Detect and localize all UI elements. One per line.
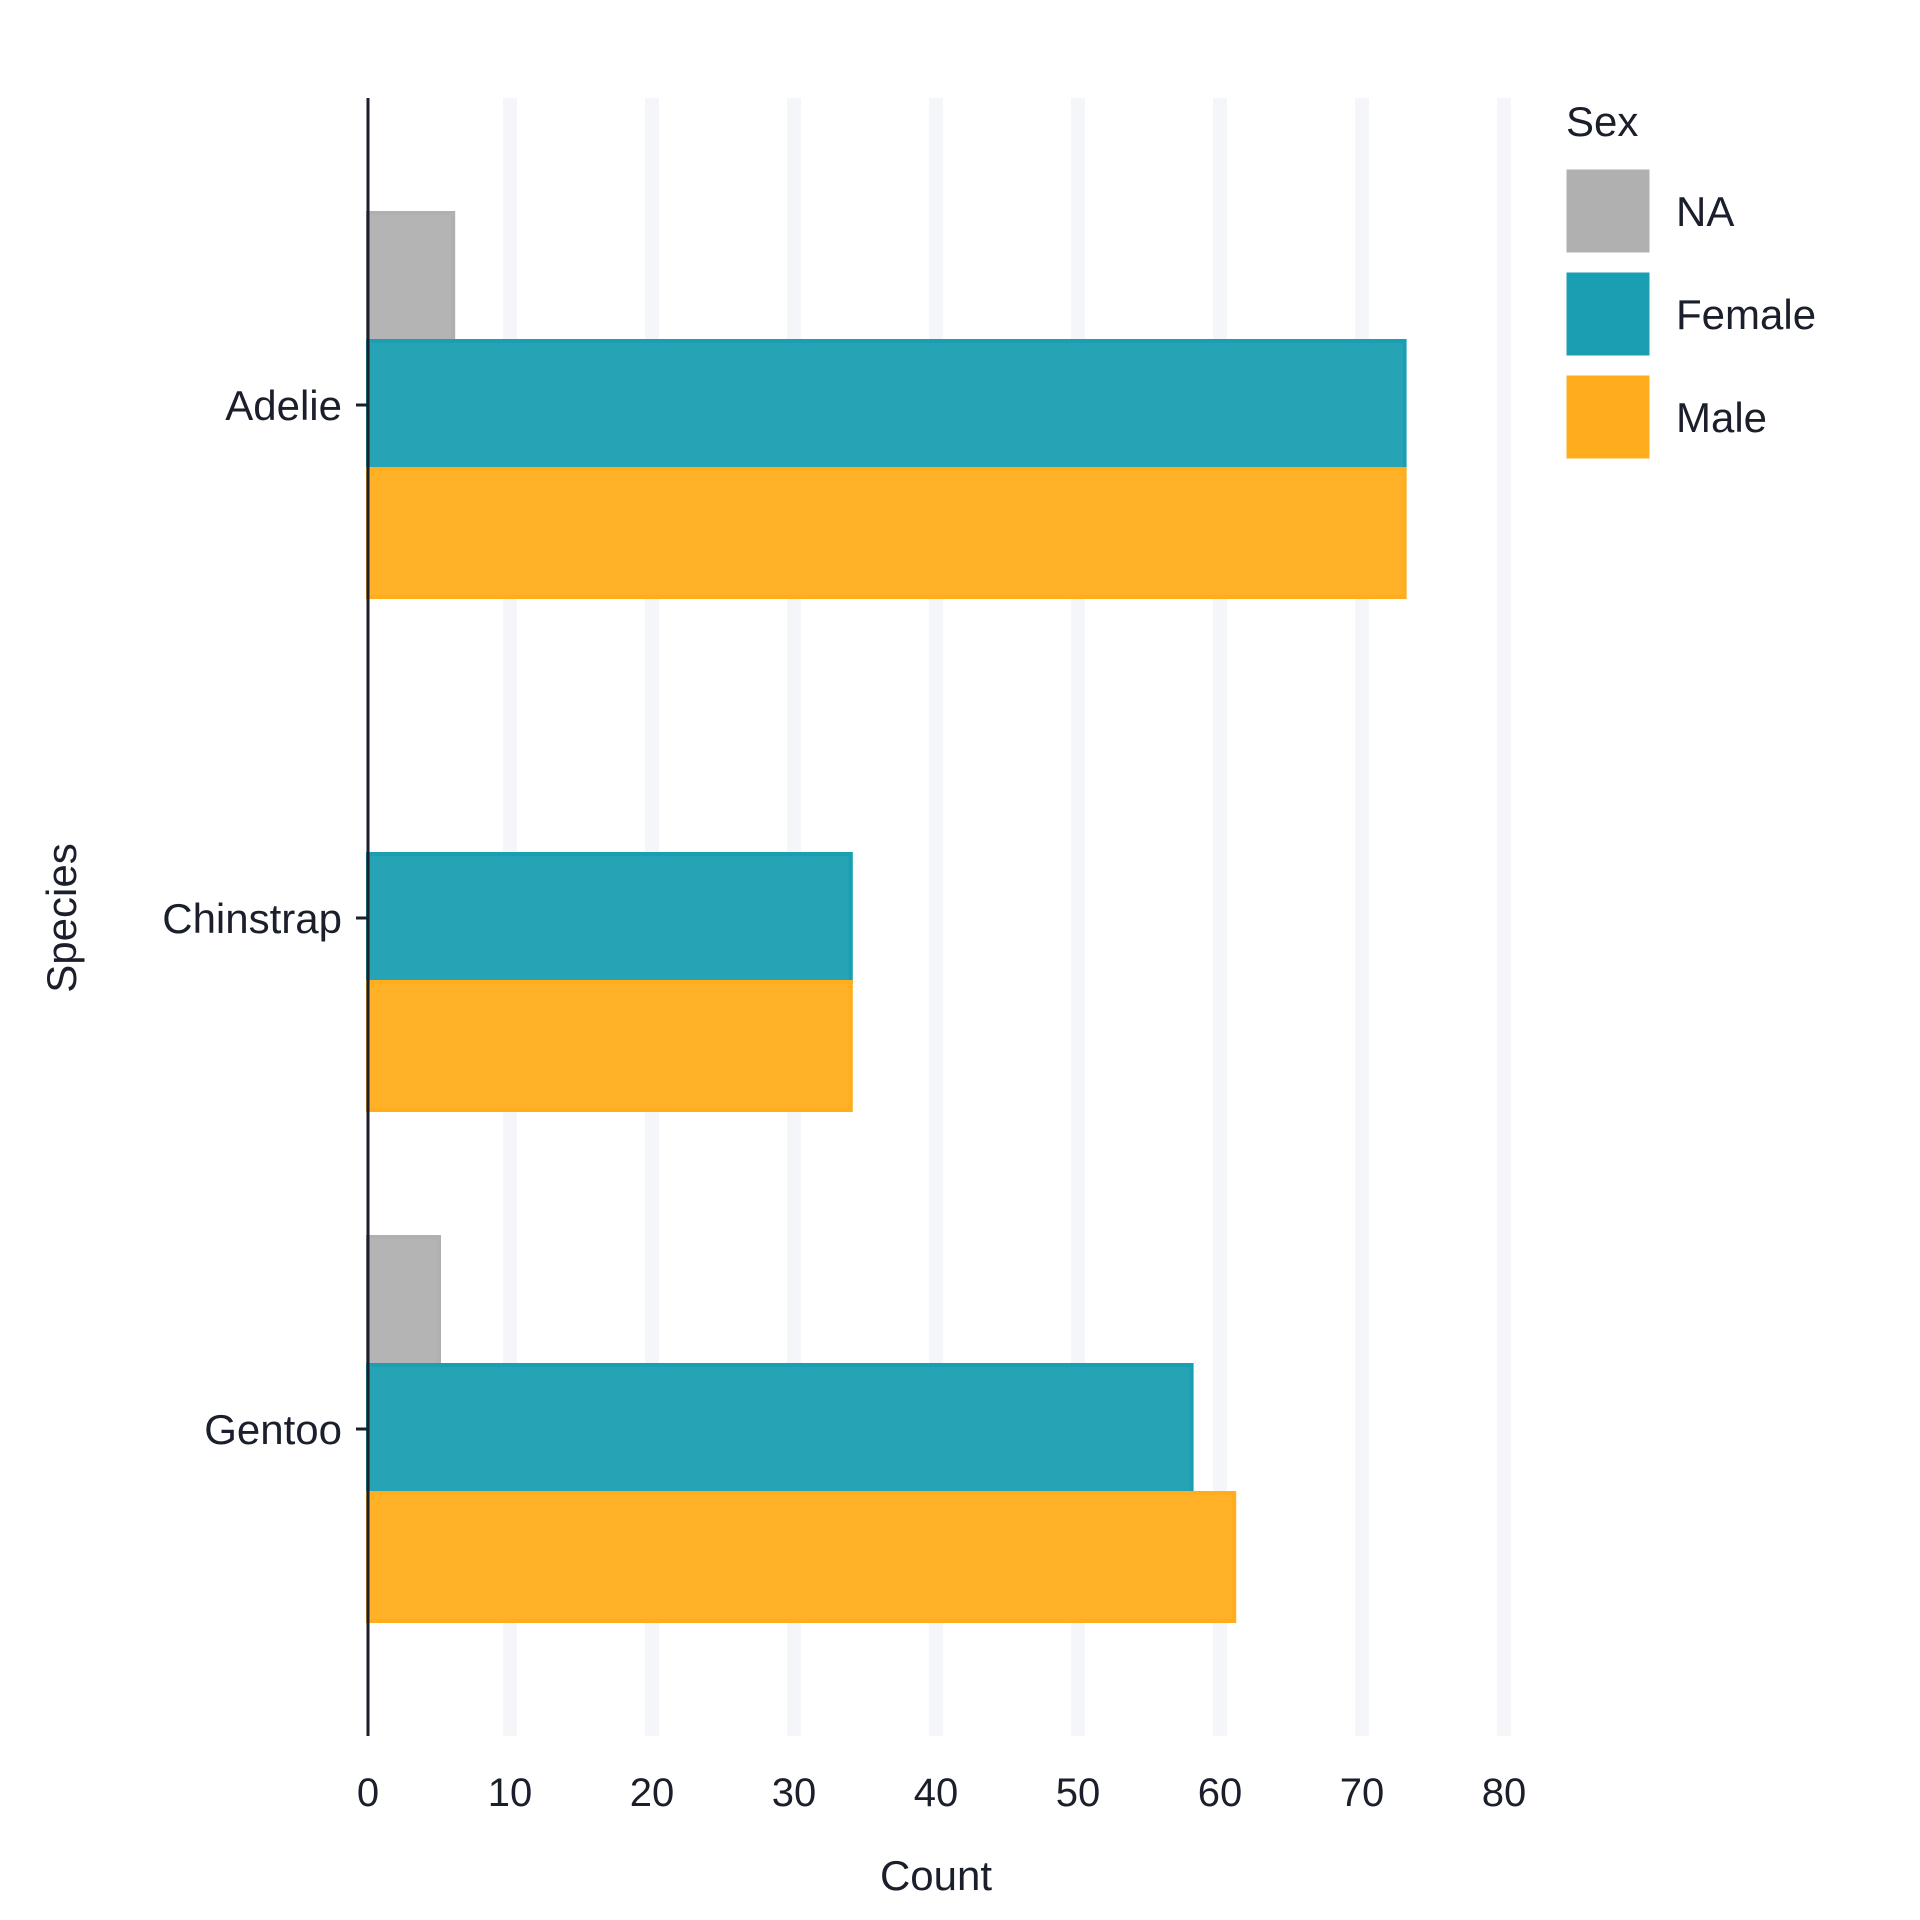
- x-tick-label-30: 30: [772, 1771, 817, 1815]
- legend-label-female: Female: [1676, 291, 1816, 338]
- legend-label-na: NA: [1676, 188, 1734, 235]
- bar-adelie-female: [366, 339, 1407, 471]
- x-tick-label-10: 10: [488, 1771, 533, 1815]
- y-tick-label-chinstrap: Chinstrap: [162, 895, 342, 942]
- x-tick-label-70: 70: [1340, 1771, 1385, 1815]
- legend-key-female: [1566, 272, 1650, 356]
- x-tick-label-0: 0: [357, 1771, 379, 1815]
- legend: Sex NA Female Male: [1566, 98, 1816, 459]
- x-axis-title: Count: [880, 1852, 992, 1899]
- bar-gentoo-female: [366, 1363, 1194, 1495]
- bar-chinstrap-male: [366, 980, 853, 1112]
- y-axis-title: Species: [38, 843, 85, 992]
- bar-gentoo-male: [366, 1491, 1237, 1623]
- legend-key-male: [1566, 375, 1650, 459]
- x-tick-label-60: 60: [1198, 1771, 1243, 1815]
- x-axis-ticks: 0 10 20 30 40 50 60 70 80: [357, 1771, 1526, 1815]
- y-tick-label-adelie: Adelie: [225, 382, 342, 429]
- y-tick-label-gentoo: Gentoo: [204, 1406, 342, 1453]
- legend-label-male: Male: [1676, 394, 1767, 441]
- x-tick-label-50: 50: [1056, 1771, 1101, 1815]
- legend-key-na: [1566, 169, 1650, 253]
- bars: [366, 211, 1407, 1623]
- legend-items: NA Female Male: [1566, 169, 1816, 459]
- bar-adelie-na: [366, 211, 456, 343]
- y-axis-categories: Adelie Chinstrap Gentoo: [162, 382, 368, 1453]
- x-tick-label-80: 80: [1482, 1771, 1527, 1815]
- legend-title: Sex: [1566, 98, 1638, 145]
- bar-adelie-male: [366, 467, 1407, 599]
- x-tick-label-20: 20: [630, 1771, 675, 1815]
- bar-gentoo-na: [366, 1235, 441, 1367]
- x-tick-label-40: 40: [914, 1771, 959, 1815]
- bar-chinstrap-female: [366, 852, 853, 984]
